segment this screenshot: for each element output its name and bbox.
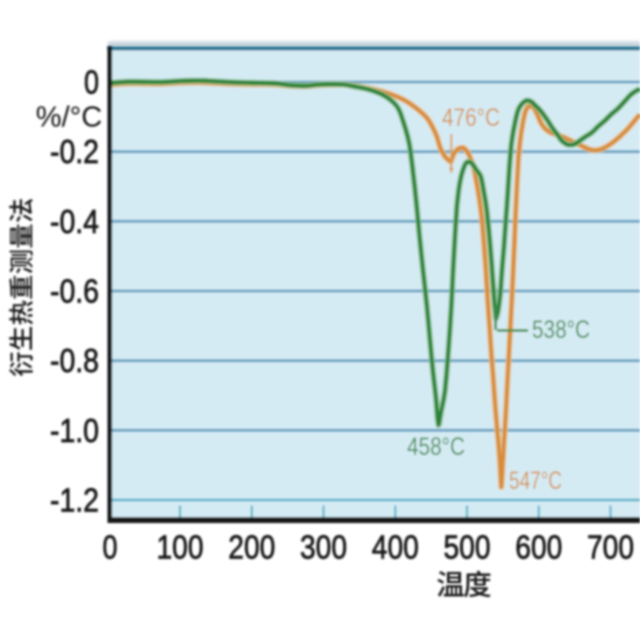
- svg-text:0: 0: [103, 529, 118, 566]
- svg-text:-0.4: -0.4: [50, 203, 99, 240]
- svg-text:-0.8: -0.8: [50, 342, 99, 379]
- svg-text:500: 500: [444, 529, 491, 566]
- svg-text:-0.6: -0.6: [50, 273, 99, 310]
- svg-text:0: 0: [84, 64, 99, 101]
- svg-text:100: 100: [157, 529, 204, 566]
- svg-text:700: 700: [587, 529, 634, 566]
- svg-text:400: 400: [372, 529, 419, 566]
- svg-text:-0.2: -0.2: [50, 133, 99, 170]
- svg-text:547°C: 547°C: [509, 467, 562, 495]
- svg-text:200: 200: [228, 529, 275, 566]
- svg-text:538°C: 538°C: [532, 316, 590, 344]
- svg-text:-1.0: -1.0: [50, 412, 99, 449]
- svg-text:%/°C: %/°C: [36, 102, 102, 134]
- svg-text:600: 600: [515, 529, 562, 566]
- svg-text:476°C: 476°C: [442, 104, 500, 132]
- svg-text:-1.2: -1.2: [50, 482, 99, 519]
- svg-text:458°C: 458°C: [407, 433, 465, 461]
- svg-text:300: 300: [300, 529, 347, 566]
